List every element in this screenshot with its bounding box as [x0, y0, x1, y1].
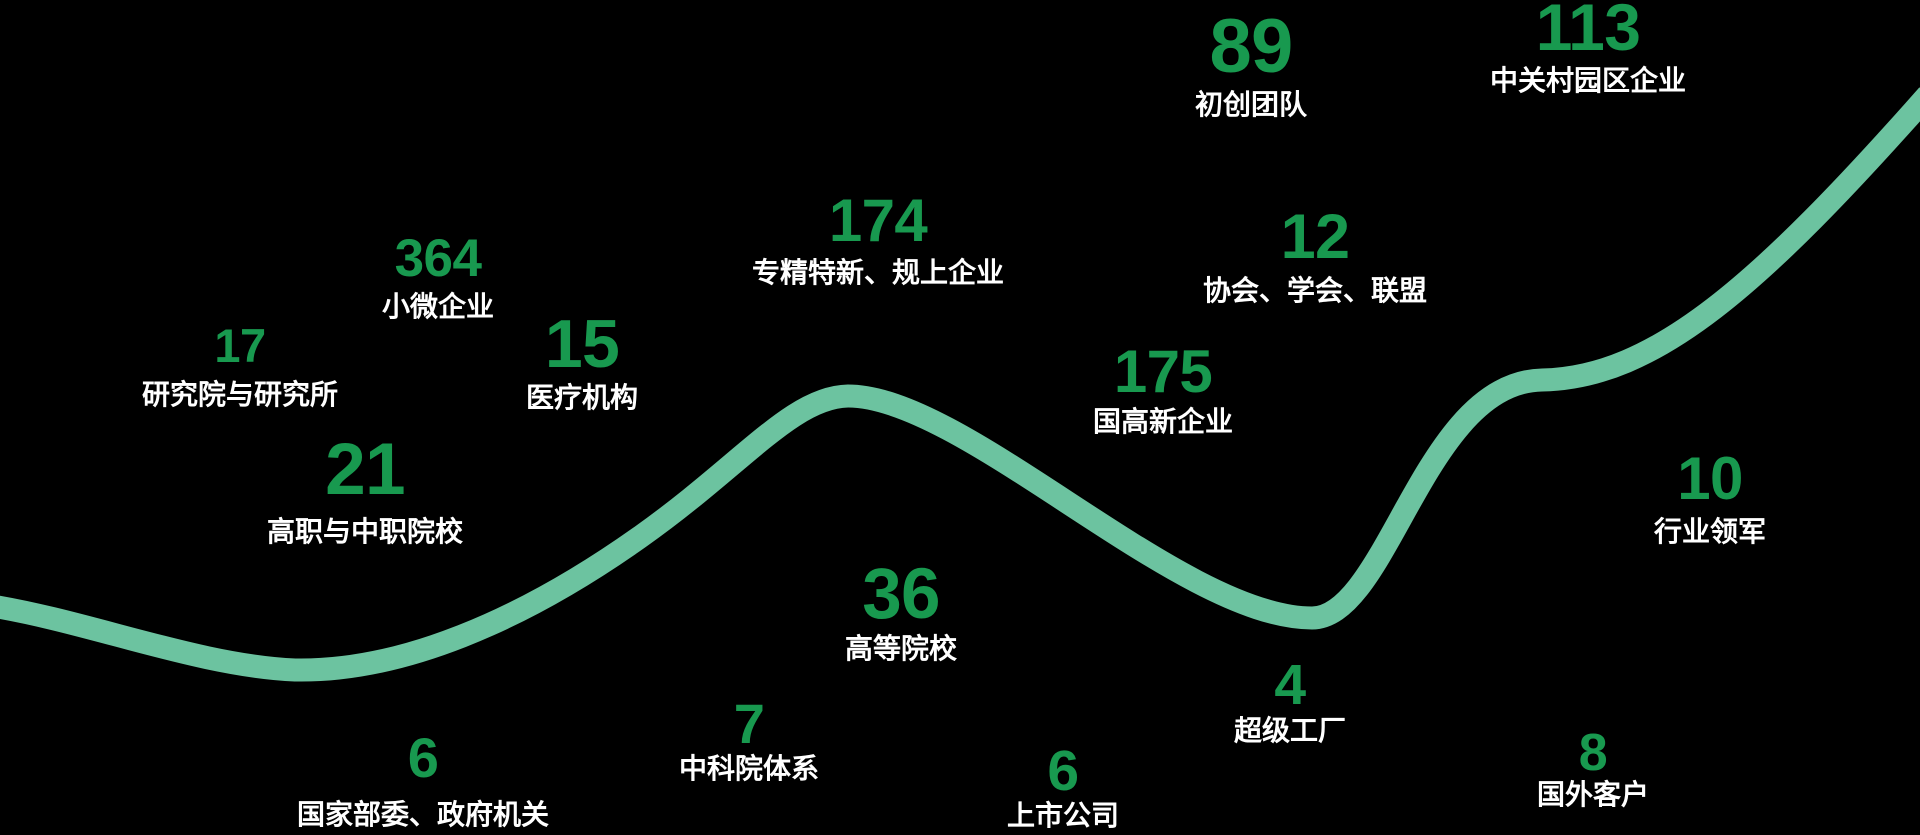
- stat-value: 4: [1274, 653, 1306, 717]
- stat-label: 初创团队: [1194, 89, 1308, 120]
- stat-label: 医疗机构: [525, 382, 639, 413]
- stat-label: 高职与中职院校: [266, 516, 464, 547]
- stat-value: 10: [1677, 445, 1743, 512]
- stat-label: 中科院体系: [678, 753, 820, 784]
- stat-label: 高等院校: [844, 633, 958, 664]
- stat-value: 8: [1578, 724, 1608, 782]
- stat-item-zhongguancun-park-enterprises: 113 中关村园区企业: [1490, 0, 1686, 97]
- stat-value: 36: [862, 555, 940, 634]
- stat-item-listed-companies: 6 上市公司: [1007, 743, 1119, 832]
- stat-label: 上市公司: [1006, 800, 1120, 831]
- stat-value: 6: [407, 726, 439, 789]
- stat-value: 175: [1113, 338, 1213, 405]
- stat-value: 21: [325, 429, 405, 510]
- stat-value: 7: [733, 692, 765, 755]
- stat-label: 超级工厂: [1233, 715, 1347, 746]
- stat-value: 6: [1047, 739, 1079, 803]
- stat-label: 国外客户: [1536, 779, 1650, 810]
- stat-value: 89: [1209, 4, 1293, 89]
- stat-item-research-institutes: 17 研究院与研究所: [142, 322, 338, 411]
- stat-item-vocational-colleges: 21 高职与中职院校: [267, 433, 463, 548]
- trend-curve-path: [0, 87, 1920, 682]
- stat-item-national-high-tech-enterprises: 175 国高新企业: [1093, 342, 1233, 438]
- stat-label: 协会、学会、联盟: [1202, 275, 1428, 306]
- stat-label: 研究院与研究所: [141, 379, 339, 410]
- stat-item-small-micro-enterprises: 364 小微企业: [382, 232, 494, 323]
- stat-value: 113: [1535, 0, 1641, 64]
- stat-value: 364: [394, 229, 482, 288]
- stat-item-startup-teams: 89 初创团队: [1195, 9, 1307, 121]
- stat-value: 15: [544, 306, 620, 382]
- stat-item-super-factories: 4 超级工厂: [1234, 657, 1346, 747]
- stat-item-medical-institutions: 15 医疗机构: [526, 310, 638, 414]
- stat-label: 行业领军: [1653, 516, 1767, 547]
- stat-label: 中关村园区企业: [1489, 65, 1687, 96]
- stat-label: 国家部委、政府机关: [296, 799, 550, 830]
- stat-item-specialized-new-above-scale-enterprises: 174 专精特新、规上企业: [752, 191, 1004, 289]
- stat-item-cas-system: 7 中科院体系: [679, 696, 819, 785]
- stat-value: 12: [1280, 202, 1350, 272]
- stat-value: 174: [828, 187, 928, 254]
- stat-label: 小微企业: [381, 291, 495, 322]
- stat-item-associations-societies-alliances: 12 协会、学会、联盟: [1203, 206, 1427, 307]
- stat-item-overseas-clients: 8 国外客户: [1537, 727, 1649, 811]
- stat-item-industry-leaders: 10 行业领军: [1654, 449, 1766, 548]
- stat-value: 17: [214, 319, 266, 372]
- stat-item-ministries-government-agencies: 6 国家部委、政府机关: [297, 730, 549, 831]
- stat-label: 国高新企业: [1092, 406, 1234, 437]
- stat-label: 专精特新、规上企业: [751, 257, 1005, 288]
- stat-item-higher-education-institutions: 36 高等院校: [845, 559, 957, 665]
